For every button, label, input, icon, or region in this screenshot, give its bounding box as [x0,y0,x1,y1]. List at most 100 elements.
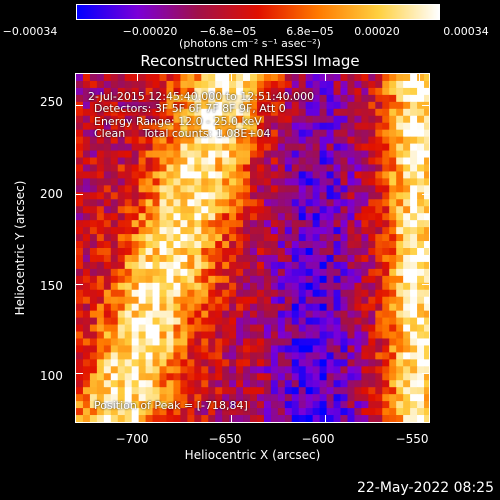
heatmap-cell [291,345,300,353]
heatmap-cell [166,275,174,284]
heatmap-cell [389,282,397,291]
heatmap-cell [229,94,237,103]
heatmap-cell [96,401,105,409]
heatmap-cell [145,74,154,82]
heatmap-cell [354,275,362,284]
heatmap-cell [229,178,237,186]
heatmap-cell [145,94,154,103]
heatmap-cell [229,108,237,117]
heatmap-cell [298,324,307,333]
heatmap-cell [180,108,188,117]
heatmap-cell [389,143,397,152]
heatmap-cell [194,282,202,291]
heatmap-cell [173,275,181,284]
heatmap-cell [340,220,348,228]
heatmap-cell [312,275,321,284]
heatmap-cell [382,387,390,395]
heatmap-cell [347,213,355,221]
heatmap-cell [403,136,411,145]
heatmap-cell [117,94,126,103]
heatmap-cell [347,220,355,228]
heatmap-cell [222,227,230,235]
heatmap-cell [368,289,376,298]
heatmap-cell [333,324,341,333]
heatmap-cell [263,282,272,291]
heatmap-cell [159,129,167,138]
heatmap-cell [424,74,429,82]
heatmap-cell [333,394,341,402]
heatmap-cell [201,220,209,228]
heatmap-cell [145,227,154,235]
heatmap-cell [187,178,195,186]
heatmap-cell [138,241,147,249]
heatmap-cell [180,185,188,193]
heatmap-cell [410,373,418,381]
heatmap-cell [333,345,341,353]
heatmap-cell [180,115,188,124]
heatmap-cell [215,143,223,152]
heatmap-cell [375,171,383,179]
heatmap-cell [145,303,154,312]
heatmap-cell [270,122,279,131]
heatmap-cell [403,380,411,388]
heatmap-cell [375,122,383,131]
heatmap-cell [354,171,362,179]
heatmap-cell [277,241,286,249]
heatmap-cell [110,178,119,186]
heatmap-cell [277,303,286,312]
heatmap-cell [250,289,258,298]
heatmap-cell [326,303,335,312]
heatmap-cell [250,74,258,82]
heatmap-cell [277,254,286,263]
heatmap-cell [375,227,383,235]
heatmap-cell [417,101,425,110]
heatmap-cell [389,199,397,207]
heatmap-cell [82,352,91,360]
heatmap-cell [117,115,126,124]
heatmap-cell [291,157,300,165]
heatmap-cell [215,408,223,416]
heatmap-cell [96,108,105,117]
heatmap-cell [187,324,195,333]
heatmap-cell [96,227,105,235]
heatmap-cell [82,157,91,165]
heatmap-cell [180,206,188,214]
heatmap-cell [152,254,161,263]
heatmap-cell [117,261,126,270]
heatmap-cell [76,380,84,388]
heatmap-cell [96,171,105,179]
heatmap-cell [354,261,362,270]
heatmap-cell [382,129,390,138]
heatmap-cell [354,282,362,291]
heatmap-cell [319,310,328,319]
heatmap-cell [333,150,341,159]
heatmap-cell [410,352,418,360]
heatmap-cell [117,359,126,367]
heatmap-cell [110,157,119,165]
heatmap-cell [145,185,154,193]
heatmap-cell [354,317,362,326]
heatmap-cell [368,254,376,263]
heatmap-cell [215,129,223,138]
heatmap-cell [76,331,84,339]
heatmap-cell [403,331,411,339]
heatmap-cell [382,310,390,319]
heatmap-cell [284,352,293,360]
heatmap-cell [187,394,195,402]
heatmap-cell [159,171,167,179]
heatmap-cell [152,352,161,360]
heatmap-cell [389,415,397,422]
heatmap-cell [215,289,223,298]
heatmap-cell [270,338,279,346]
heatmap-cell [382,373,390,381]
heatmap-cell [340,261,348,270]
heatmap-cell [131,178,140,186]
heatmap-cell [166,241,174,249]
heatmap-cell [110,171,119,179]
heatmap-cell [96,275,105,284]
heatmap-cell [250,136,258,145]
heatmap-cell [152,241,161,249]
heatmap-cell [152,192,161,200]
heatmap-cell [424,129,429,138]
heatmap-cell [110,282,119,291]
